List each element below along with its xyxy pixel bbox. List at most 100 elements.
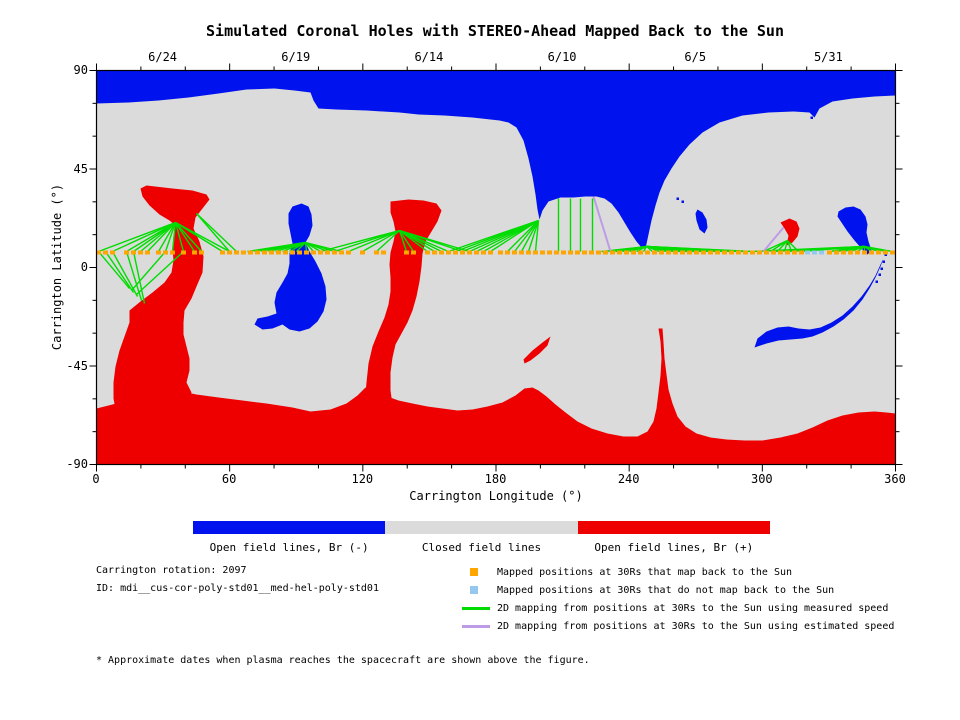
- chart-title: Simulated Coronal Holes with STEREO-Ahea…: [206, 22, 784, 40]
- mapped-position-back: [673, 250, 678, 255]
- mapping-line-measured: [513, 220, 540, 252]
- mapping-line-measured: [174, 222, 185, 252]
- mapped-position-back: [255, 250, 260, 255]
- mapped-position-back: [181, 250, 186, 255]
- field-speck: [882, 260, 885, 263]
- mapping-line-measured: [527, 220, 540, 252]
- mapped-position-back: [631, 250, 636, 255]
- mapping-line-measured: [398, 230, 408, 252]
- mapped-position-back: [192, 250, 197, 255]
- mapped-position-back: [799, 250, 804, 255]
- mapped-position-back: [374, 250, 379, 255]
- legend-item: Mapped positions at 30Rs that do not map…: [461, 581, 894, 599]
- mapping-line-measured: [507, 220, 539, 252]
- open-pos-hole-lon140: [364, 199, 442, 405]
- mapped-position-back: [869, 250, 874, 255]
- mapped-position-back: [701, 250, 706, 255]
- mapped-position-back: [234, 250, 239, 255]
- open-pos-hole-lon312: [780, 218, 800, 246]
- mapped-position-back: [439, 250, 444, 255]
- mapped-position-not-back: [805, 250, 810, 255]
- y-tick-label: -90: [66, 457, 88, 471]
- mapped-position-back: [561, 250, 566, 255]
- mapping-line-measured: [171, 222, 177, 252]
- mapped-position-back: [332, 250, 337, 255]
- y-tick-label: 0: [80, 260, 88, 274]
- mapping-line-measured: [642, 246, 648, 252]
- legend-item: 2D mapping from positions at 30Rs to the…: [461, 617, 894, 635]
- colorbar-label: Open field lines, Br (+): [594, 541, 754, 554]
- legend-item-label: Mapped positions at 30Rs that do not map…: [497, 584, 835, 596]
- mapped-position-back: [311, 250, 316, 255]
- model-id-text: ID: mdi__cus-cor-poly-std01__med-hel-pol…: [96, 583, 379, 594]
- mapped-position-back: [519, 250, 524, 255]
- mapping-line-measured: [646, 245, 753, 253]
- open-neg-sliver-lon272: [695, 209, 708, 234]
- date-label: 5/31: [813, 50, 843, 64]
- mapped-position-back: [841, 250, 846, 255]
- mapped-position-back: [404, 250, 409, 255]
- mapped-position-back: [241, 250, 246, 255]
- mapped-position-back: [227, 250, 232, 255]
- mapped-position-back: [512, 250, 517, 255]
- mapped-position-back: [862, 250, 867, 255]
- mapped-position-back: [778, 250, 783, 255]
- mapped-position-back: [736, 250, 741, 255]
- date-label: 6/5: [684, 50, 707, 64]
- mapping-line-measured: [130, 251, 167, 291]
- mapping-line-measured: [289, 241, 306, 253]
- date-label: 6/10: [547, 50, 577, 64]
- open-neg-crescent-south: [754, 258, 884, 348]
- mapped-position-back: [360, 250, 365, 255]
- mapped-position-back: [290, 250, 295, 255]
- mapping-line-measured: [112, 221, 176, 253]
- field-speck: [676, 197, 679, 200]
- mapped-position-back: [785, 250, 790, 255]
- mapped-position-back: [481, 250, 486, 255]
- mapped-position-back: [467, 250, 472, 255]
- mapped-position-back: [715, 250, 720, 255]
- legend-item-label: 2D mapping from positions at 30Rs to the…: [497, 620, 895, 632]
- mapped-position-back: [848, 250, 853, 255]
- mapped-position-back: [652, 250, 657, 255]
- open-neg-hole-lon342: [837, 206, 872, 255]
- mapping-line-measured: [175, 221, 230, 253]
- y-tick-label: 90: [73, 63, 88, 77]
- mapped-position-back: [156, 250, 161, 255]
- mapped-position-not-back: [812, 250, 817, 255]
- open-pos-sliver-lon195: [523, 336, 551, 364]
- mapping-line-measured: [320, 229, 400, 253]
- mapping-line-measured: [174, 222, 203, 252]
- mapping-line-measured: [133, 221, 176, 253]
- mapped-position-back: [318, 250, 323, 255]
- x-tick-label: 240: [617, 472, 640, 486]
- mapping-line-measured: [534, 220, 540, 252]
- mapped-position-back: [610, 250, 615, 255]
- mapped-position-back: [855, 250, 860, 255]
- mapping-line-measured: [98, 221, 176, 253]
- mapped-position-back: [220, 250, 225, 255]
- mapped-position-back: [624, 250, 629, 255]
- mapped-position-back: [325, 250, 330, 255]
- mapped-position-back: [453, 250, 458, 255]
- mapped-position-back: [554, 250, 559, 255]
- x-tick-label: 360: [884, 472, 906, 486]
- x-tick-label: 300: [750, 472, 773, 486]
- mapped-position-back: [596, 250, 601, 255]
- mapped-position-back: [708, 250, 713, 255]
- mapping-line-measured: [334, 229, 400, 253]
- y-tick-label: -45: [66, 358, 88, 373]
- field-speck: [810, 116, 813, 119]
- mapped-position-back: [131, 250, 136, 255]
- date-label: 6/24: [148, 50, 178, 64]
- mapping-line-measured: [195, 213, 231, 252]
- mapping-line-measured: [136, 250, 184, 296]
- mapped-position-back: [694, 250, 699, 255]
- open-neg-north-polar-band: [96, 70, 896, 249]
- mapping-line-measured: [799, 245, 865, 253]
- mapped-position-back: [757, 250, 762, 255]
- mapping-line-measured: [398, 230, 415, 252]
- x-axis-title: Carrington Longitude (°): [409, 489, 583, 503]
- mapped-position-back: [764, 250, 769, 255]
